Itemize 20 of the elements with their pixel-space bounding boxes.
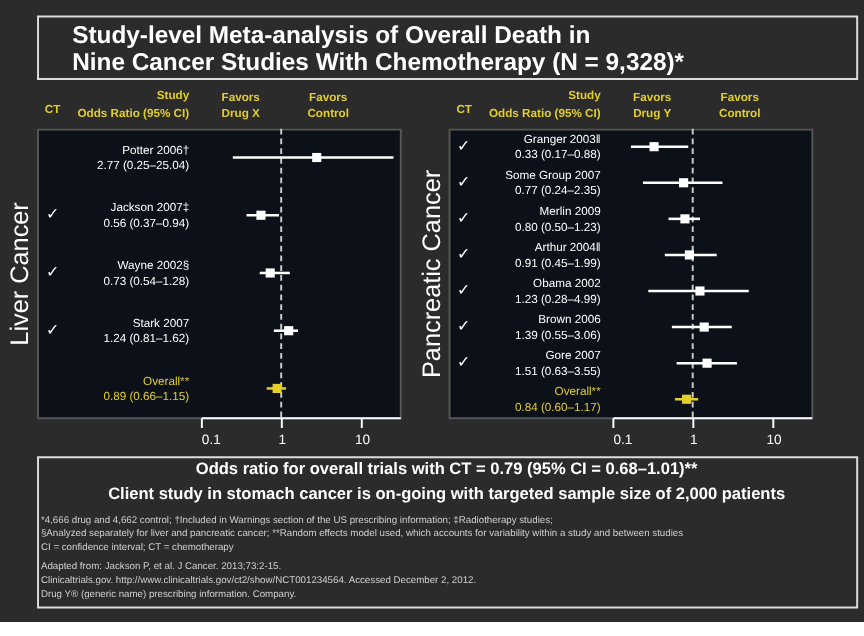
point — [682, 394, 692, 404]
text: ✓ — [457, 136, 472, 155]
y-axis-title: Pancreatic Cancer — [417, 169, 446, 379]
text: ✓ — [457, 280, 472, 299]
point — [680, 214, 690, 224]
point — [702, 358, 712, 368]
y-axis-title: Liver Cancer — [6, 202, 35, 346]
point — [695, 286, 705, 296]
text: Study-level Meta-analysis of Overall Death in Nine Cancer Studies With Chemotherapy (N = 9,328)* — [72, 20, 685, 77]
text: ✓ — [457, 172, 472, 191]
point — [699, 322, 709, 332]
text: ✓ — [45, 262, 60, 281]
point — [684, 250, 694, 260]
point — [679, 178, 689, 188]
text: ✓ — [457, 244, 472, 263]
text: ✓ — [457, 316, 472, 335]
text: ✓ — [457, 208, 472, 227]
text: ✓ — [45, 205, 60, 224]
text: ✓ — [45, 320, 60, 339]
text: ✓ — [457, 353, 472, 372]
